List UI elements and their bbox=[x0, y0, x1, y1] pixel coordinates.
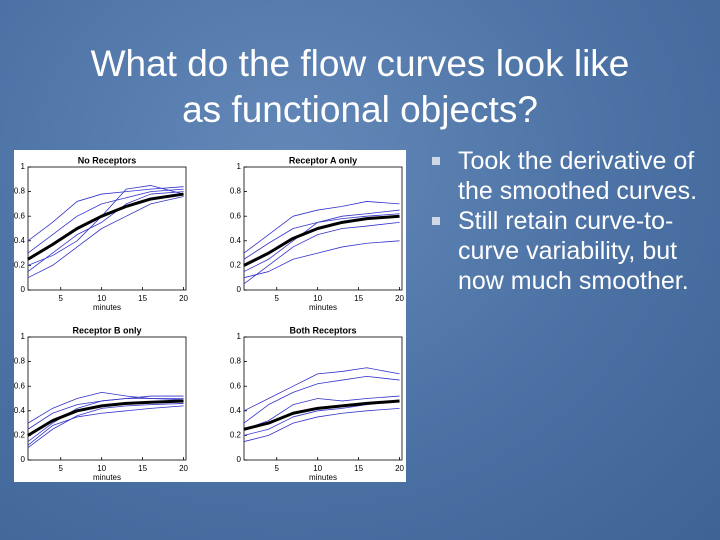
x-tick-label: 15 bbox=[354, 464, 363, 473]
curve bbox=[243, 400, 400, 436]
y-tick-label: 0.6 bbox=[230, 211, 242, 220]
y-tick-label: 0.2 bbox=[14, 431, 26, 440]
y-tick-label: 1 bbox=[237, 332, 242, 341]
curve bbox=[243, 407, 400, 442]
bullet-text: Still retain curve-to-curve variability,… bbox=[458, 207, 689, 295]
mean-curve bbox=[27, 399, 184, 437]
plot-frame bbox=[27, 166, 187, 291]
curve bbox=[27, 391, 184, 424]
x-tick-label: 5 bbox=[59, 294, 64, 303]
y-tick-label: 0.8 bbox=[14, 187, 26, 196]
curve bbox=[27, 403, 184, 449]
y-tick-label: 0.8 bbox=[230, 187, 242, 196]
y-tick-label: 0.4 bbox=[230, 406, 242, 415]
x-tick-label: 10 bbox=[313, 464, 322, 473]
bullet-list: Took the derivative of the smoothed curv… bbox=[428, 146, 718, 296]
curve bbox=[27, 191, 184, 272]
x-tick-label: 20 bbox=[179, 294, 188, 303]
bullet-text: Took the derivative of the smoothed curv… bbox=[458, 147, 698, 205]
x-axis-label: minutes bbox=[93, 473, 121, 482]
curve bbox=[243, 201, 400, 254]
plot-frame bbox=[243, 336, 403, 461]
x-axis-label: minutes bbox=[93, 303, 121, 312]
mean-curve bbox=[243, 399, 400, 431]
mean-curve bbox=[27, 192, 184, 261]
y-tick-label: 0.6 bbox=[14, 211, 26, 220]
curve bbox=[243, 375, 400, 424]
panel-title: No Receptors bbox=[78, 155, 137, 165]
curve bbox=[243, 221, 400, 285]
y-tick-label: 1 bbox=[21, 332, 26, 341]
slide-title-line: What do the flow curves look like bbox=[90, 43, 630, 84]
bullet-marker bbox=[432, 217, 440, 225]
x-tick-label: 5 bbox=[275, 294, 280, 303]
x-tick-label: 10 bbox=[313, 294, 322, 303]
y-tick-label: 1 bbox=[21, 162, 26, 171]
y-tick-label: 0.2 bbox=[230, 261, 242, 270]
bullet-marker bbox=[432, 157, 440, 165]
curve bbox=[243, 395, 400, 430]
panel-title: Receptor B only bbox=[72, 325, 141, 335]
y-tick-label: 1 bbox=[237, 162, 242, 171]
y-tick-label: 0.6 bbox=[230, 381, 242, 390]
y-tick-label: 0 bbox=[237, 455, 242, 464]
x-tick-label: 10 bbox=[97, 464, 106, 473]
curve bbox=[243, 213, 400, 260]
x-tick-label: 15 bbox=[138, 294, 147, 303]
y-tick-label: 0 bbox=[237, 285, 242, 294]
x-tick-label: 5 bbox=[275, 464, 280, 473]
x-axis-label: minutes bbox=[309, 303, 337, 312]
curve bbox=[27, 405, 184, 446]
x-tick-label: 5 bbox=[59, 464, 64, 473]
y-tick-label: 0.6 bbox=[14, 381, 26, 390]
curve bbox=[243, 240, 400, 279]
y-tick-label: 0.4 bbox=[14, 406, 26, 415]
x-tick-label: 10 bbox=[97, 294, 106, 303]
curve bbox=[27, 196, 184, 279]
y-tick-label: 0.4 bbox=[14, 236, 26, 245]
plot-frame bbox=[27, 336, 187, 461]
curve bbox=[27, 395, 184, 430]
y-tick-label: 0.2 bbox=[230, 431, 242, 440]
y-tick-label: 0 bbox=[21, 455, 26, 464]
panel-title: Both Receptors bbox=[289, 325, 356, 335]
x-tick-label: 20 bbox=[179, 464, 188, 473]
bullet-item: Still retain curve-to-curve variability,… bbox=[428, 206, 718, 296]
x-tick-label: 20 bbox=[395, 464, 404, 473]
x-tick-label: 20 bbox=[395, 294, 404, 303]
curve bbox=[27, 188, 184, 254]
slide-title-line: as functional objects? bbox=[182, 89, 538, 130]
bullet-item: Took the derivative of the smoothed curv… bbox=[428, 146, 718, 206]
y-tick-label: 0.4 bbox=[230, 236, 242, 245]
y-tick-label: 0.8 bbox=[230, 357, 242, 366]
x-tick-label: 15 bbox=[354, 294, 363, 303]
curve bbox=[27, 186, 184, 242]
panel-title: Receptor A only bbox=[289, 155, 357, 165]
mean-curve bbox=[243, 214, 400, 267]
x-tick-label: 15 bbox=[138, 464, 147, 473]
y-tick-label: 0 bbox=[21, 285, 26, 294]
y-tick-label: 0.8 bbox=[14, 357, 26, 366]
x-axis-label: minutes bbox=[309, 473, 337, 482]
curve bbox=[243, 367, 400, 412]
y-tick-label: 0.2 bbox=[14, 261, 26, 270]
plot-frame bbox=[243, 166, 403, 291]
